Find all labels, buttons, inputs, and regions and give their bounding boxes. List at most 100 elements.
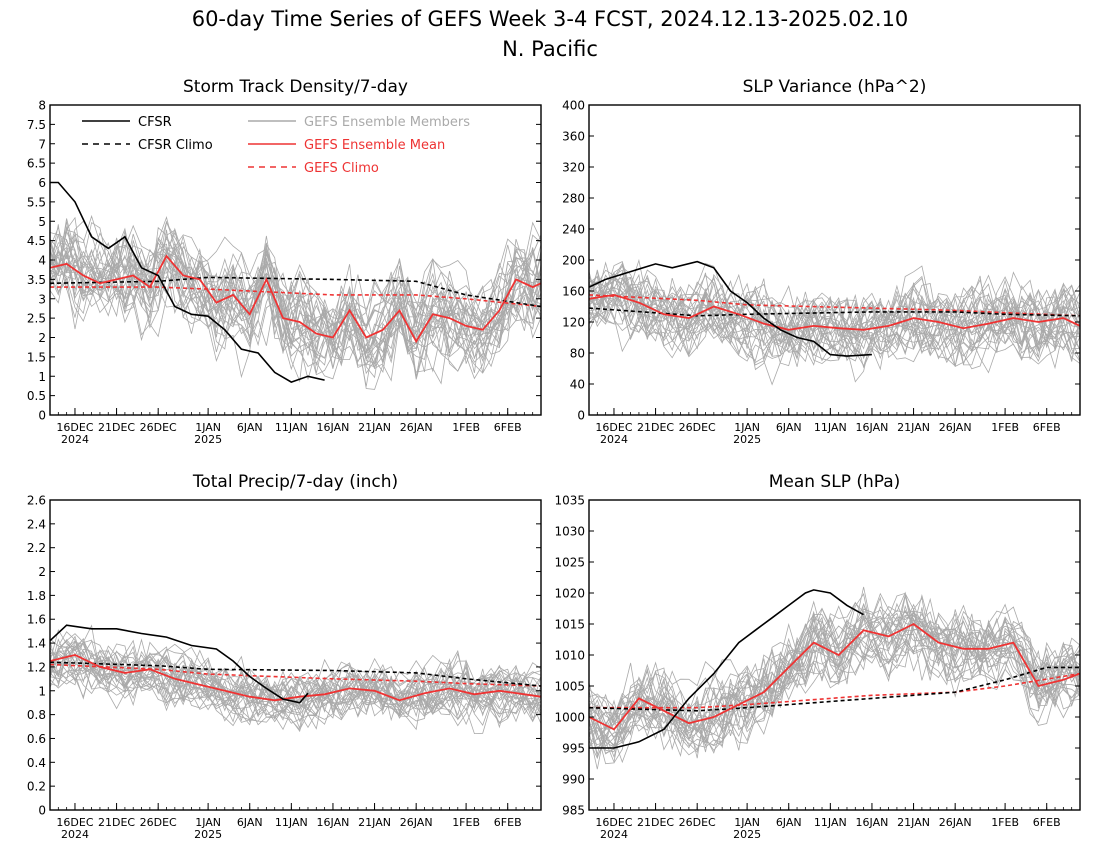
- panel-title: Mean SLP (hPa): [769, 472, 901, 492]
- y-tick-label: 0.8: [27, 708, 46, 722]
- ensemble-member-line: [589, 275, 1080, 366]
- x-tick-label: 6JAN: [776, 421, 802, 434]
- chart-panel: Total Precip/7-day (inch) 0 0.2 0.4 0.6 0.8 1 1…: [27, 472, 542, 841]
- x-tick-label: 21DEC: [98, 421, 135, 434]
- ensemble-member-line: [50, 654, 541, 733]
- ensemble-member-line: [50, 225, 541, 380]
- x-year-label: 2024: [61, 828, 89, 841]
- x-tick-label: 21DEC: [637, 816, 674, 829]
- y-tick-label: 0.2: [27, 780, 46, 794]
- y-tick-label: 2.6: [27, 494, 46, 508]
- y-tick-label: 0.6: [27, 732, 46, 746]
- ensemble-member-line: [589, 592, 1080, 746]
- ensemble-member-line: [589, 275, 1080, 362]
- ensemble-member-line: [589, 279, 1080, 359]
- ensemble-member-line: [589, 603, 1080, 764]
- y-tick-label: 0: [38, 804, 46, 818]
- y-tick-label: 995: [562, 742, 585, 756]
- x-tick-label: 26JAN: [939, 421, 972, 434]
- ensemble-member-line: [589, 269, 1080, 361]
- x-tick-label: 21JAN: [358, 816, 391, 829]
- x-year-label: 2025: [733, 433, 761, 446]
- ensemble-members: [50, 214, 541, 390]
- figure-title: 60-day Time Series of GEFS Week 3-4 FCST…: [192, 7, 909, 31]
- y-tick-label: 0: [38, 409, 46, 423]
- x-tick-label: 26DEC: [140, 421, 177, 434]
- y-tick-label: 2.4: [27, 517, 46, 531]
- ensemble-member-line: [50, 230, 541, 380]
- x-tick-label: 26DEC: [679, 421, 716, 434]
- x-tick-label: 11JAN: [814, 816, 847, 829]
- ensemble-member-line: [589, 266, 1080, 383]
- y-tick-label: 2: [38, 565, 46, 579]
- legend: CFSR CFSR Climo GEFS Ensemble Members GEFS …: [82, 115, 470, 176]
- series-line-gefs-climo: [50, 663, 541, 687]
- series-line-gefs-climo: [589, 672, 1080, 709]
- y-tick-label: 4: [38, 254, 46, 268]
- ensemble-member-line: [50, 232, 541, 355]
- ensemble-member-line: [50, 226, 541, 369]
- y-tick-label: 1035: [554, 494, 585, 508]
- ensemble-member-line: [589, 596, 1080, 737]
- y-tick-label: 1.6: [27, 613, 46, 627]
- ensemble-members: [589, 586, 1080, 770]
- ensemble-member-line: [50, 638, 541, 731]
- x-tick-label: 1JAN: [195, 421, 221, 434]
- y-tick-label: 2: [38, 331, 46, 345]
- ensemble-member-line: [50, 216, 541, 352]
- series-line-cfsr-climo: [589, 307, 1080, 317]
- x-tick-label: 21JAN: [358, 421, 391, 434]
- ensemble-members: [589, 258, 1080, 386]
- x-tick-label: 11JAN: [814, 421, 847, 434]
- x-tick-label: 6FEB: [494, 421, 522, 434]
- x-tick-label: 11JAN: [275, 421, 308, 434]
- y-tick-label: 7.5: [27, 118, 46, 132]
- legend-label: GEFS Ensemble Members: [304, 115, 470, 130]
- y-tick-label: 1010: [554, 649, 585, 663]
- x-tick-label: 21JAN: [897, 816, 930, 829]
- figure-subtitle: N. Pacific: [502, 37, 598, 61]
- panel-title: Total Precip/7-day (inch): [192, 472, 398, 492]
- y-tick-label: 1: [38, 684, 46, 698]
- ensemble-member-line: [589, 586, 1080, 743]
- series-line-gefs-climo: [50, 286, 541, 308]
- plot-frame: [588, 104, 1081, 416]
- x-tick-label: 26JAN: [400, 421, 433, 434]
- y-tick-label: 3.5: [27, 273, 46, 287]
- y-tick-label: 6: [38, 176, 46, 190]
- x-tick-label: 1FEB: [452, 816, 480, 829]
- legend-label: GEFS Climo: [304, 161, 379, 176]
- y-tick-label: 985: [562, 804, 585, 818]
- chart-panel: SLP Variance (hPa^2) 0 40 80 120 160 200 240 280…: [562, 77, 1081, 446]
- y-tick-label: 320: [562, 161, 585, 175]
- x-tick-label: 16JAN: [317, 421, 350, 434]
- y-tick-label: 6.5: [27, 157, 46, 171]
- ensemble-member-line: [50, 643, 541, 721]
- y-tick-label: 1: [38, 370, 46, 384]
- series-line-gefs-ensemble-mean: [50, 254, 541, 344]
- ensemble-member-line: [589, 614, 1080, 755]
- legend-label: GEFS Ensemble Mean: [304, 138, 445, 153]
- ensemble-member-line: [50, 640, 541, 735]
- y-tick-label: 120: [562, 316, 585, 330]
- series-line-cfsr: [589, 260, 872, 357]
- y-tick-label: 200: [562, 254, 585, 268]
- series-line-cfsr: [589, 589, 864, 749]
- y-tick-label: 0.4: [27, 756, 46, 770]
- ensemble-member-line: [589, 271, 1080, 370]
- y-tick-label: 1.2: [27, 660, 46, 674]
- x-tick-label: 26DEC: [679, 816, 716, 829]
- y-tick-label: 2.5: [27, 312, 46, 326]
- series-line-gefs-ensemble-mean: [589, 622, 1080, 731]
- y-tick-label: 7: [38, 137, 46, 151]
- x-year-label: 2025: [194, 828, 222, 841]
- x-tick-label: 6FEB: [1033, 421, 1061, 434]
- x-year-label: 2024: [600, 433, 628, 446]
- series-line-cfsr-climo: [589, 666, 1080, 712]
- y-tick-label: 1030: [554, 525, 585, 539]
- y-tick-label: 1.5: [27, 350, 46, 364]
- y-tick-label: 5.5: [27, 195, 46, 209]
- x-tick-label: 16JAN: [856, 421, 889, 434]
